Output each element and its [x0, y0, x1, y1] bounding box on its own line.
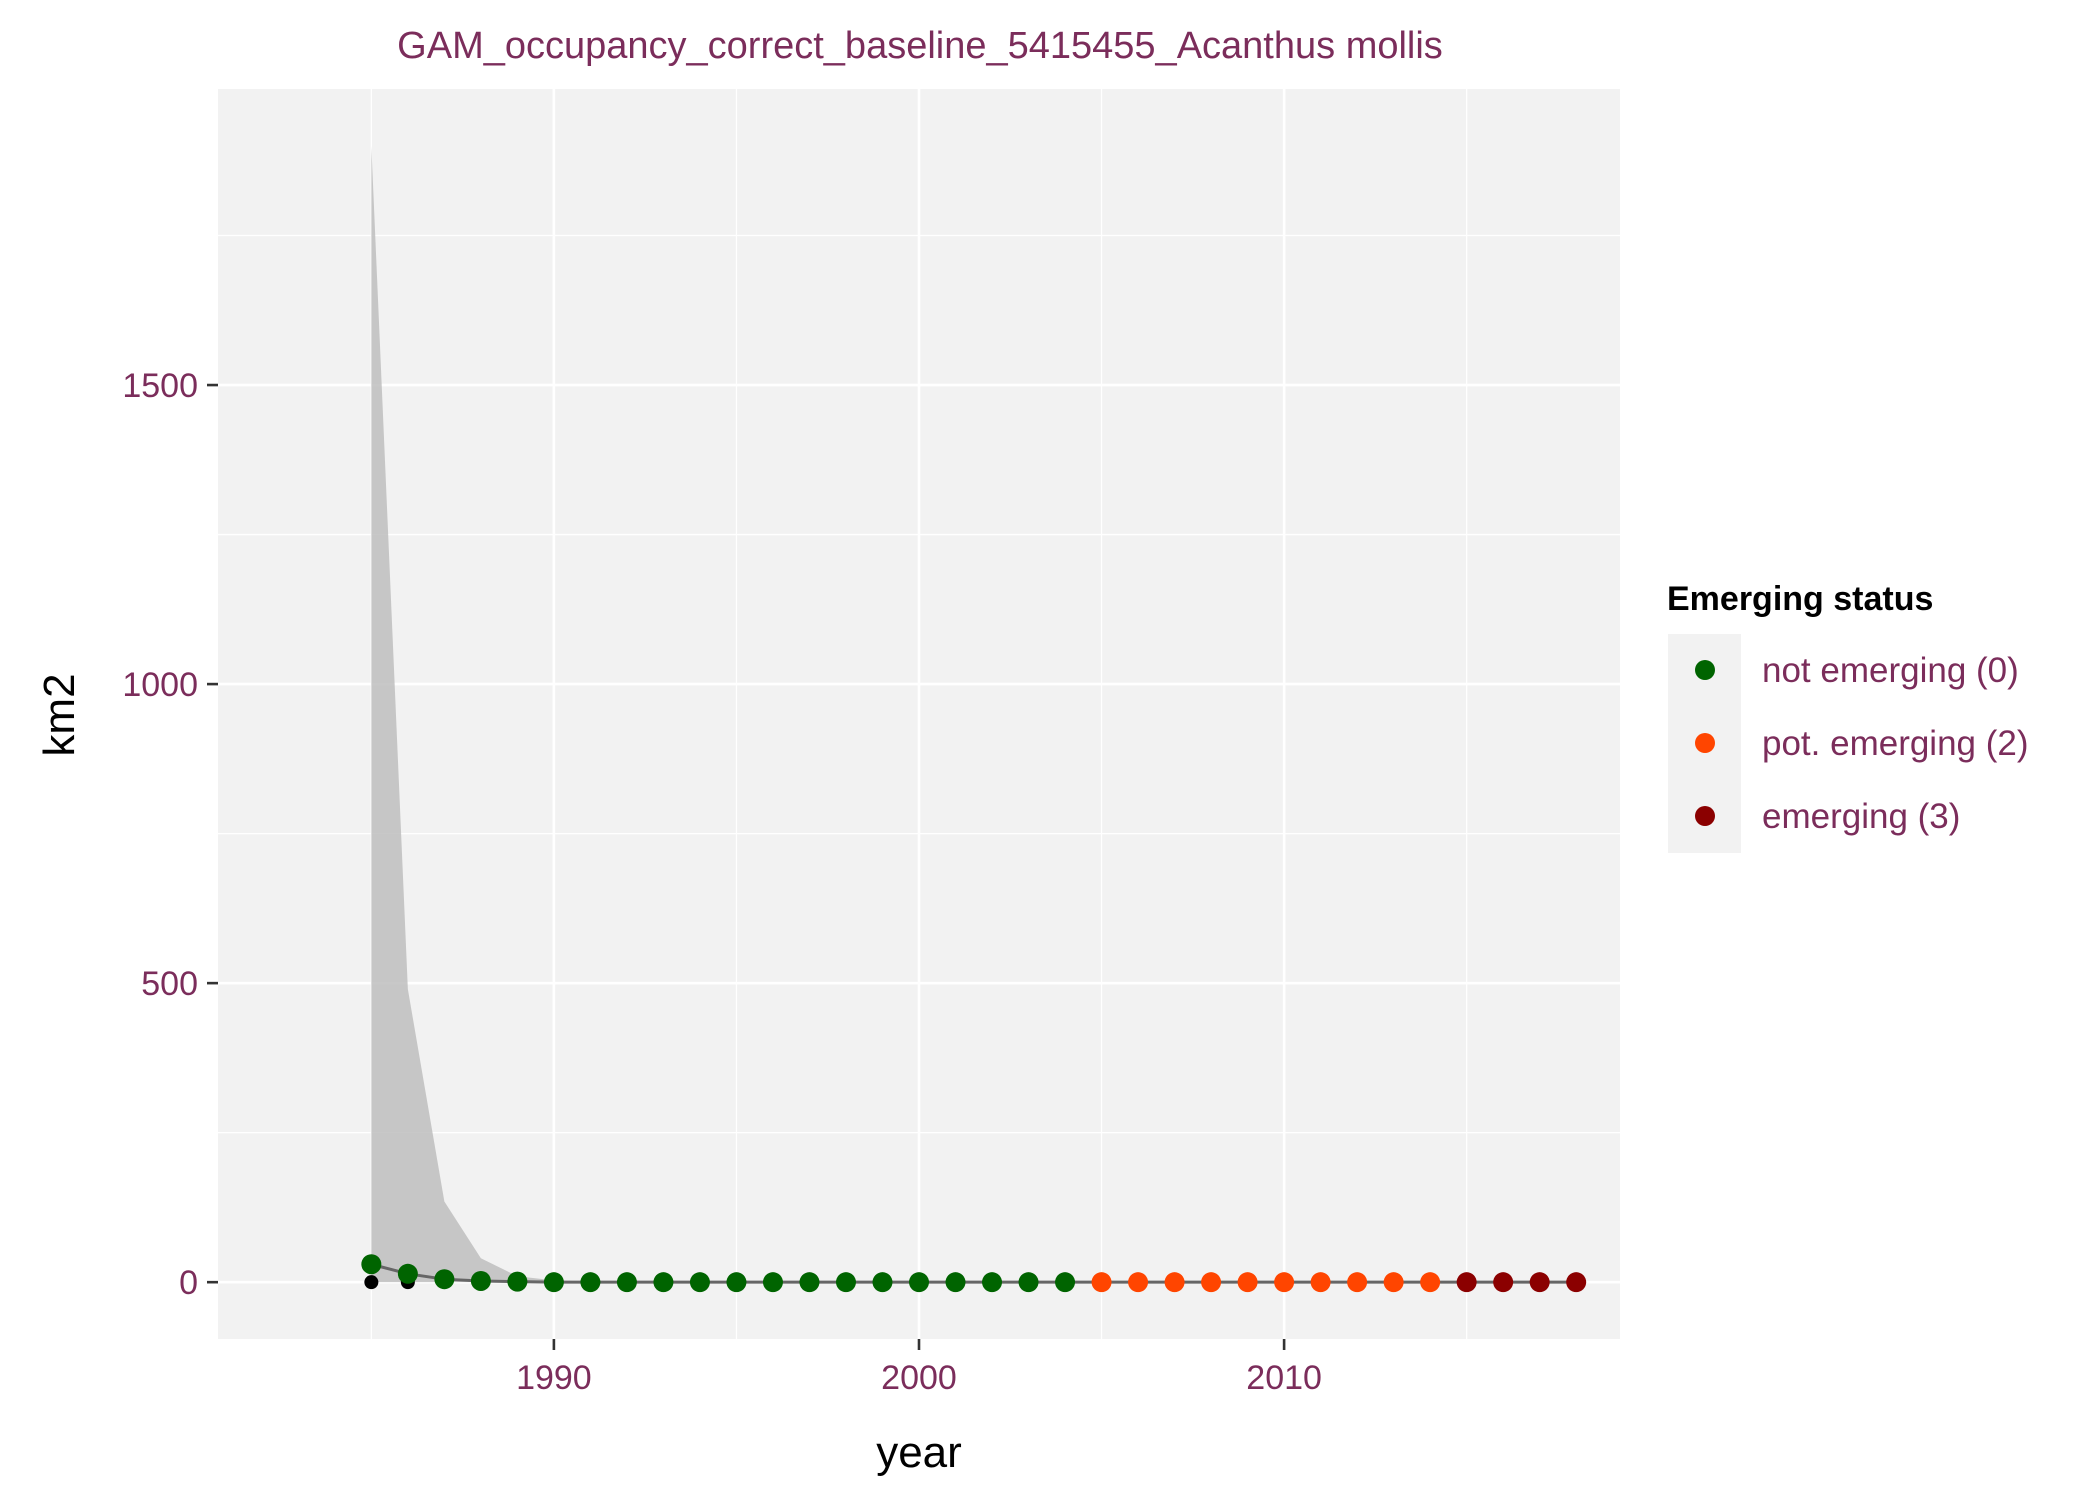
- data-point: [1018, 1272, 1039, 1293]
- data-point: [909, 1272, 929, 1293]
- legend: Emerging status not emerging (0) pot. eme…: [1667, 580, 2029, 853]
- data-point: [1493, 1272, 1514, 1293]
- data-point: [1420, 1272, 1441, 1293]
- data-point: [1237, 1272, 1258, 1293]
- data-point: [762, 1272, 783, 1293]
- data-point: [1055, 1272, 1076, 1293]
- y-tick-label: 500: [141, 965, 198, 1003]
- data-point: [543, 1272, 564, 1293]
- observed-point: [364, 1275, 379, 1290]
- x-tick-label: 1990: [516, 1359, 592, 1397]
- data-point: [397, 1263, 418, 1284]
- data-point: [470, 1270, 491, 1291]
- legend-title: Emerging status: [1667, 580, 1933, 618]
- legend-label: emerging (3): [1762, 797, 1960, 836]
- data-point: [835, 1272, 856, 1293]
- legend-label: not emerging (0): [1762, 651, 2019, 690]
- y-tick-label: 1000: [122, 666, 198, 704]
- y-axis-ticks: 0 500 1000 1500: [122, 367, 218, 1302]
- data-point: [1566, 1272, 1587, 1293]
- data-point: [1164, 1272, 1185, 1293]
- x-tick-label: 2000: [881, 1359, 957, 1397]
- data-point: [653, 1272, 674, 1293]
- x-tick-label: 2010: [1246, 1359, 1322, 1397]
- x-axis-ticks: 1990 2000 2010: [516, 1339, 1322, 1397]
- data-point: [982, 1272, 1003, 1293]
- data-point: [726, 1272, 747, 1293]
- data-point: [1347, 1272, 1368, 1293]
- data-point: [1274, 1272, 1295, 1293]
- series-points: [361, 1254, 1587, 1293]
- data-point: [507, 1271, 528, 1292]
- data-point: [1128, 1272, 1149, 1293]
- legend-entries: not emerging (0) pot. emerging (2) emergin…: [1695, 651, 2029, 836]
- data-point: [616, 1272, 637, 1293]
- data-point: [1383, 1272, 1404, 1293]
- chart-title: GAM_occupancy_correct_baseline_5415455_A…: [397, 25, 1443, 67]
- fit-line: [370, 1262, 1577, 1284]
- data-point: [434, 1269, 455, 1290]
- data-point: [799, 1272, 820, 1293]
- x-axis-title: year: [876, 1428, 962, 1477]
- y-tick-label: 0: [179, 1264, 198, 1302]
- data-point: [872, 1272, 893, 1293]
- y-tick-label: 1500: [122, 367, 198, 405]
- y-axis-title: km2: [35, 673, 84, 756]
- data-point: [1456, 1272, 1477, 1293]
- legend-key: [1695, 660, 1715, 680]
- legend-key: [1695, 806, 1715, 826]
- data-point: [361, 1254, 382, 1275]
- data-point: [1091, 1272, 1112, 1293]
- data-point: [1310, 1272, 1331, 1293]
- data-point: [945, 1272, 966, 1293]
- legend-key: [1695, 733, 1715, 753]
- data-point: [580, 1272, 601, 1293]
- data-point: [1529, 1272, 1550, 1293]
- data-point: [689, 1272, 710, 1293]
- data-point: [1201, 1272, 1222, 1293]
- legend-label: pot. emerging (2): [1762, 724, 2029, 763]
